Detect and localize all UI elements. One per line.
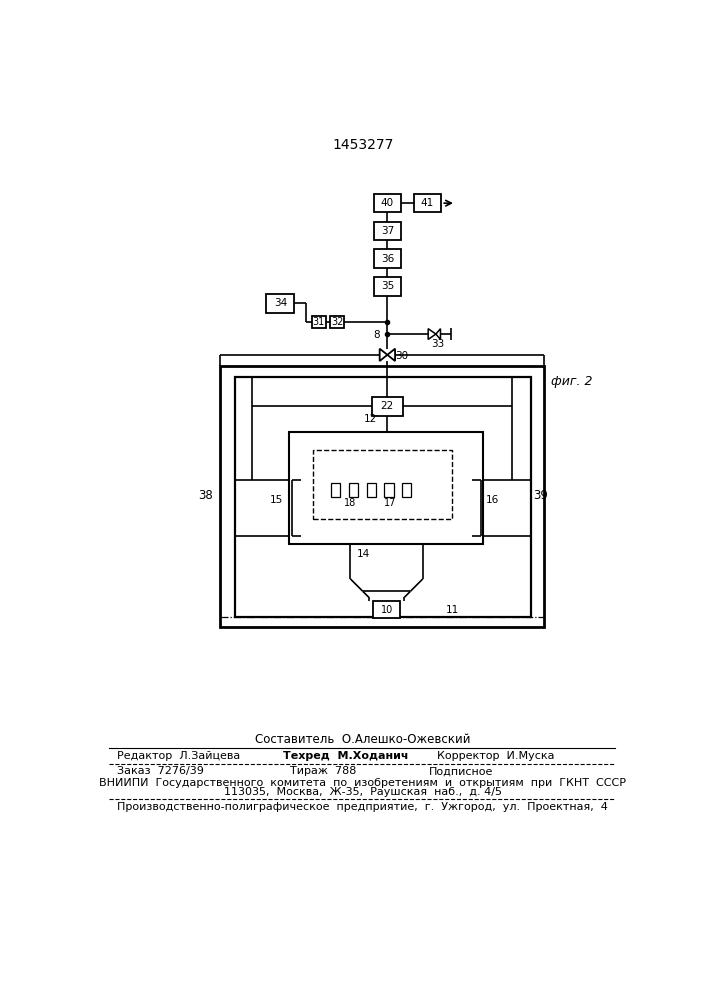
Bar xyxy=(288,432,483,544)
Text: 32: 32 xyxy=(331,317,344,327)
Text: ВНИИПИ  Государственного  комитета  по  изобретениям  и  открытиям  при  ГКНТ  С: ВНИИПИ Государственного комитета по изоб… xyxy=(99,778,626,788)
Bar xyxy=(373,222,402,240)
Bar xyxy=(385,483,394,497)
Text: 12: 12 xyxy=(363,414,377,424)
Bar xyxy=(373,194,402,212)
Bar xyxy=(312,316,326,328)
Text: 22: 22 xyxy=(381,401,394,411)
Text: Редактор  Л.Зайцева: Редактор Л.Зайцева xyxy=(117,751,240,761)
Text: Составитель  О.Алешко-Ожевский: Составитель О.Алешко-Ожевский xyxy=(255,733,470,746)
Bar xyxy=(414,194,441,212)
Text: 11: 11 xyxy=(445,605,459,615)
Text: 31: 31 xyxy=(312,317,325,327)
Text: 10: 10 xyxy=(380,605,392,615)
Bar xyxy=(313,450,452,519)
Text: 30: 30 xyxy=(395,351,408,361)
Text: 15: 15 xyxy=(269,495,283,505)
Text: Подписное: Подписное xyxy=(429,766,493,776)
Bar xyxy=(373,601,400,618)
Text: 1453277: 1453277 xyxy=(332,138,393,152)
Bar xyxy=(373,277,402,296)
Text: 37: 37 xyxy=(381,226,394,236)
Text: 41: 41 xyxy=(421,198,434,208)
Text: 33: 33 xyxy=(431,339,445,349)
Text: Корректор  И.Муска: Корректор И.Муска xyxy=(437,751,554,761)
Text: 36: 36 xyxy=(381,254,394,264)
Text: Техред  М.Ходанич: Техред М.Ходанич xyxy=(283,751,408,761)
Text: 8: 8 xyxy=(373,330,380,340)
Text: 18: 18 xyxy=(344,498,356,508)
Bar xyxy=(349,483,358,497)
Text: 16: 16 xyxy=(486,495,499,505)
Bar xyxy=(402,483,411,497)
Text: 14: 14 xyxy=(357,549,370,559)
Bar xyxy=(331,483,340,497)
Text: 40: 40 xyxy=(381,198,394,208)
Text: 34: 34 xyxy=(274,298,287,308)
Bar xyxy=(373,249,402,268)
Text: Заказ  7276/39: Заказ 7276/39 xyxy=(117,766,204,776)
Text: 113035,  Москва,  Ж-35,  Раушская  наб.,  д. 4/5: 113035, Москва, Ж-35, Раушская наб., д. … xyxy=(223,787,502,797)
Text: 39: 39 xyxy=(534,489,549,502)
Bar xyxy=(372,397,403,416)
Bar xyxy=(267,294,294,312)
Bar xyxy=(330,316,344,328)
Bar xyxy=(235,377,530,617)
Bar xyxy=(366,483,376,497)
Text: 35: 35 xyxy=(381,281,394,291)
Bar xyxy=(219,366,544,627)
Text: фиг. 2: фиг. 2 xyxy=(551,375,592,388)
Text: Производственно-полиграфическое  предприятие,  г.  Ужгород,  ул.  Проектная,  4: Производственно-полиграфическое предприя… xyxy=(117,802,608,812)
Text: 38: 38 xyxy=(199,489,214,502)
Text: 17: 17 xyxy=(385,498,397,508)
Text: Тираж  788: Тираж 788 xyxy=(291,766,357,776)
